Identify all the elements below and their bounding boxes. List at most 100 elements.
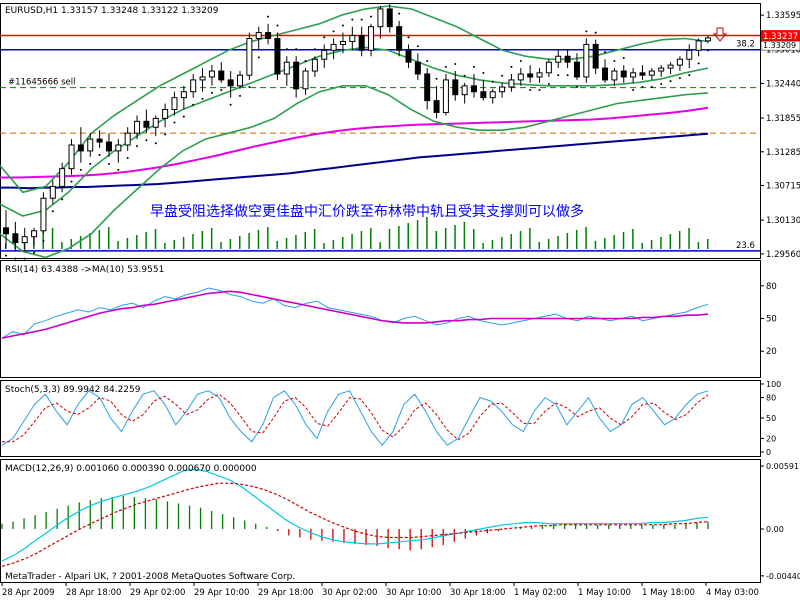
candle[interactable] (199, 68, 206, 92)
candle[interactable] (358, 26, 365, 57)
candle[interactable] (499, 82, 506, 98)
candle[interactable] (152, 115, 159, 137)
candle[interactable] (162, 103, 169, 128)
candle[interactable] (293, 56, 300, 98)
candle[interactable] (658, 65, 665, 77)
candle[interactable] (405, 44, 412, 69)
candle[interactable] (274, 32, 281, 80)
candle[interactable] (349, 26, 356, 51)
candle[interactable] (311, 56, 318, 77)
candle[interactable] (489, 88, 496, 104)
candle[interactable] (302, 68, 309, 95)
candle[interactable] (330, 38, 337, 60)
candle[interactable] (190, 73, 197, 98)
candle[interactable] (237, 71, 243, 89)
candle[interactable] (564, 50, 571, 69)
candle[interactable] (536, 68, 543, 83)
candle[interactable] (12, 221, 19, 252)
candle-body (49, 185, 56, 199)
candle[interactable] (218, 62, 225, 83)
candle[interactable] (461, 82, 468, 104)
volume-bar (173, 240, 175, 249)
candle[interactable] (255, 26, 262, 51)
candle-body (143, 120, 150, 128)
candle[interactable] (442, 73, 449, 116)
candle[interactable] (508, 73, 515, 92)
y-tick-label: 1.31855 (766, 114, 800, 124)
candle[interactable] (555, 50, 562, 69)
candle[interactable] (480, 79, 487, 101)
sar-dot (707, 49, 709, 52)
candle-body (321, 49, 328, 60)
volume-bar (370, 228, 372, 249)
main-chart-title: EURUSD,H1 1.33157 1.33248 1.33122 1.3320… (5, 6, 219, 16)
candle[interactable] (368, 23, 375, 57)
candle-body (171, 97, 178, 110)
candle[interactable] (667, 62, 674, 74)
candle[interactable] (602, 59, 609, 83)
candle[interactable] (283, 56, 290, 86)
rsi-line (1, 287, 709, 339)
candle[interactable] (40, 192, 47, 234)
candle[interactable] (620, 65, 627, 83)
candle[interactable] (171, 91, 178, 116)
candle[interactable] (21, 227, 28, 252)
candle[interactable] (695, 38, 702, 57)
candle[interactable] (471, 73, 477, 98)
candle[interactable] (676, 56, 683, 72)
candle[interactable] (59, 162, 66, 193)
candle[interactable] (115, 139, 122, 163)
candle[interactable] (339, 32, 346, 54)
sar-dot (239, 94, 241, 97)
candle[interactable] (208, 65, 215, 86)
candle[interactable] (96, 130, 103, 148)
volume-bar (295, 235, 297, 249)
candle[interactable] (227, 71, 234, 98)
sar-dot (632, 88, 635, 91)
candle[interactable] (386, 4, 393, 33)
candle[interactable] (377, 5, 384, 39)
candle[interactable] (134, 115, 141, 140)
candle[interactable] (573, 53, 580, 80)
candle[interactable] (705, 35, 711, 44)
candle-body (124, 132, 131, 146)
candle[interactable] (592, 39, 599, 74)
candle[interactable] (639, 65, 646, 80)
candle[interactable] (630, 68, 637, 83)
candle[interactable] (31, 227, 38, 246)
candle[interactable] (124, 127, 131, 151)
volume-bar (473, 229, 475, 249)
candle[interactable] (143, 109, 150, 134)
candle[interactable] (396, 20, 403, 57)
candle[interactable] (686, 44, 693, 69)
sar-dot (332, 30, 335, 33)
candle[interactable] (105, 133, 112, 157)
candle[interactable] (433, 85, 440, 119)
volume-bar (276, 241, 278, 249)
candle[interactable] (611, 68, 618, 86)
candle[interactable] (180, 85, 187, 110)
candle[interactable] (265, 23, 272, 45)
candle[interactable] (77, 127, 84, 163)
candle[interactable] (87, 133, 94, 157)
rsi-ma-line (1, 290, 709, 339)
candle[interactable] (583, 38, 590, 83)
candle[interactable] (68, 139, 75, 175)
candle[interactable] (527, 65, 534, 83)
candle-body (620, 70, 627, 78)
candle[interactable] (545, 59, 552, 77)
candle[interactable] (414, 53, 421, 80)
candle[interactable] (517, 68, 524, 86)
volume-bar (61, 242, 63, 249)
candle[interactable] (424, 68, 431, 110)
candle[interactable] (3, 210, 9, 249)
candle[interactable] (452, 71, 459, 101)
candle[interactable] (49, 180, 56, 205)
sar-dot (547, 83, 550, 86)
candle-body (87, 138, 94, 152)
candle[interactable] (246, 32, 253, 80)
candle[interactable] (321, 44, 328, 69)
candle[interactable] (648, 68, 655, 80)
